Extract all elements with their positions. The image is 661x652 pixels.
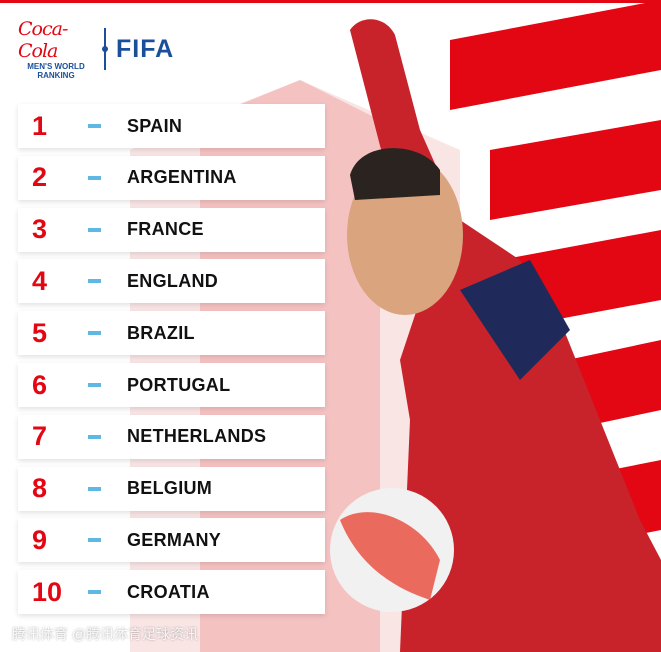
ranking-row: 6 PORTUGAL <box>18 363 325 407</box>
rank-number: 5 <box>32 317 48 348</box>
ranking-row: 7 NETHERLANDS <box>18 414 325 459</box>
ranking-row: 3 FRANCE <box>18 207 325 252</box>
ranking-subtitle-1: MEN'S WORLD <box>27 62 85 71</box>
rank-number: 10 <box>32 576 63 607</box>
top-border <box>0 0 661 3</box>
team-name: SPAIN <box>127 115 183 136</box>
ranking-row: 2 ARGENTINA <box>18 155 325 200</box>
ranking-row: 4 ENGLAND <box>18 259 325 304</box>
team-name: ENGLAND <box>127 270 219 291</box>
dash-icon <box>88 124 101 128</box>
rank-number: 7 <box>32 421 48 452</box>
ranking-subtitle-2: RANKING <box>37 71 75 80</box>
dash-icon <box>88 227 101 232</box>
team-name: PORTUGAL <box>127 374 231 395</box>
dash-icon <box>88 383 101 387</box>
coca-cola-wordmark: Coca-Cola <box>18 18 68 62</box>
team-name: FRANCE <box>127 219 204 240</box>
team-name: GERMANY <box>127 529 222 550</box>
team-name: NETHERLANDS <box>127 426 267 447</box>
header-logo: Coca-Cola MEN'S WORLD RANKING FIFA <box>18 18 174 80</box>
coca-cola-logo: Coca-Cola MEN'S WORLD RANKING <box>18 18 94 80</box>
dash-icon <box>88 434 101 439</box>
dash-icon <box>88 279 101 284</box>
ranking-row: 10 CROATIA <box>18 570 325 615</box>
rank-number: 9 <box>32 524 48 555</box>
ranking-row: 1 SPAIN <box>18 104 325 148</box>
ranking-row: 9 GERMANY <box>18 518 325 563</box>
team-name: BRAZIL <box>127 322 195 343</box>
dash-icon <box>88 331 101 336</box>
rank-number: 2 <box>32 162 48 193</box>
logo-divider <box>102 28 108 70</box>
rank-number: 1 <box>32 110 48 141</box>
rank-number: 3 <box>32 214 48 245</box>
team-name: ARGENTINA <box>127 167 237 188</box>
dash-icon <box>88 590 101 595</box>
ranking-row: 5 BRAZIL <box>18 311 325 356</box>
rank-number: 6 <box>32 369 48 400</box>
team-name: CROATIA <box>127 581 210 602</box>
dash-icon <box>88 175 101 180</box>
player-photo <box>330 19 661 652</box>
team-name: BELGIUM <box>127 478 213 499</box>
rank-number: 8 <box>32 473 48 504</box>
rank-number: 4 <box>32 265 48 296</box>
fifa-logo: FIFA <box>116 34 175 63</box>
dash-icon <box>88 538 101 543</box>
dash-icon <box>88 486 101 491</box>
ranking-row: 8 BELGIUM <box>18 466 325 511</box>
watermark: 腾讯体育 @腾讯体育足球资讯 <box>12 626 199 642</box>
